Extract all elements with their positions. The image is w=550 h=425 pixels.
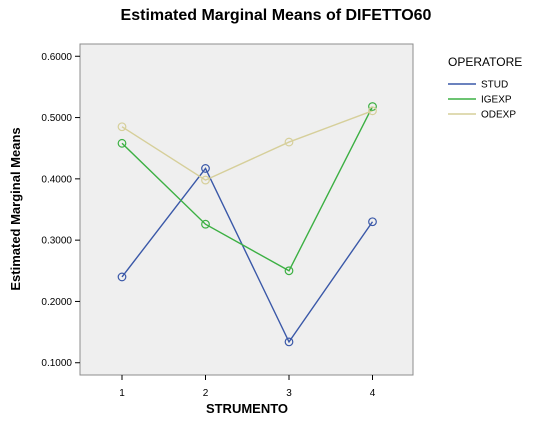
y-tick-label: 0.2000 [41,297,72,308]
y-axis: 0.1000 0.2000 0.3000 0.4000 0.5000 0.6000 [41,52,80,369]
data-point-odexp [201,175,210,185]
legend-title: OPERATORE [448,55,522,69]
data-point-stud [201,164,210,173]
series-line-stud [121,167,374,344]
series-line-odexp [121,110,373,181]
chart-title: Estimated Marginal Means of DIFETTO60 [121,7,432,24]
data-point-igexp [284,266,294,276]
series-markers [117,102,377,347]
y-tick-label: 0.6000 [41,52,72,63]
x-tick-label: 1 [119,388,125,399]
legend-label-stud: STUD [481,80,508,91]
x-tick-label: 4 [370,388,376,399]
series-line-igexp [121,106,374,272]
x-axis: 1 2 3 4 [119,375,376,399]
data-point-odexp [284,137,294,147]
legend-label-igexp: IGEXP [481,95,512,106]
series-lines [121,106,374,344]
x-tick-label: 3 [286,388,292,399]
data-point-odexp [117,122,127,132]
y-tick-label: 0.3000 [41,236,72,247]
data-point-stud [284,337,294,347]
y-tick-label: 0.4000 [41,174,72,185]
legend-label-odexp: ODEXP [481,110,516,121]
plot-area [79,43,414,376]
data-point-igexp [201,219,210,229]
legend: STUD IGEXP ODEXP [448,80,516,121]
data-point-stud [368,217,377,227]
y-tick-label: 0.1000 [41,358,72,369]
data-point-igexp [117,138,127,148]
x-tick-label: 2 [203,388,209,399]
data-point-odexp [368,106,377,116]
x-axis-title: STRUMENTO [206,401,288,416]
y-axis-title: Estimated Marginal Means [8,127,23,290]
data-point-stud [117,272,127,282]
y-tick-label: 0.5000 [41,113,72,124]
data-point-igexp [368,102,377,111]
